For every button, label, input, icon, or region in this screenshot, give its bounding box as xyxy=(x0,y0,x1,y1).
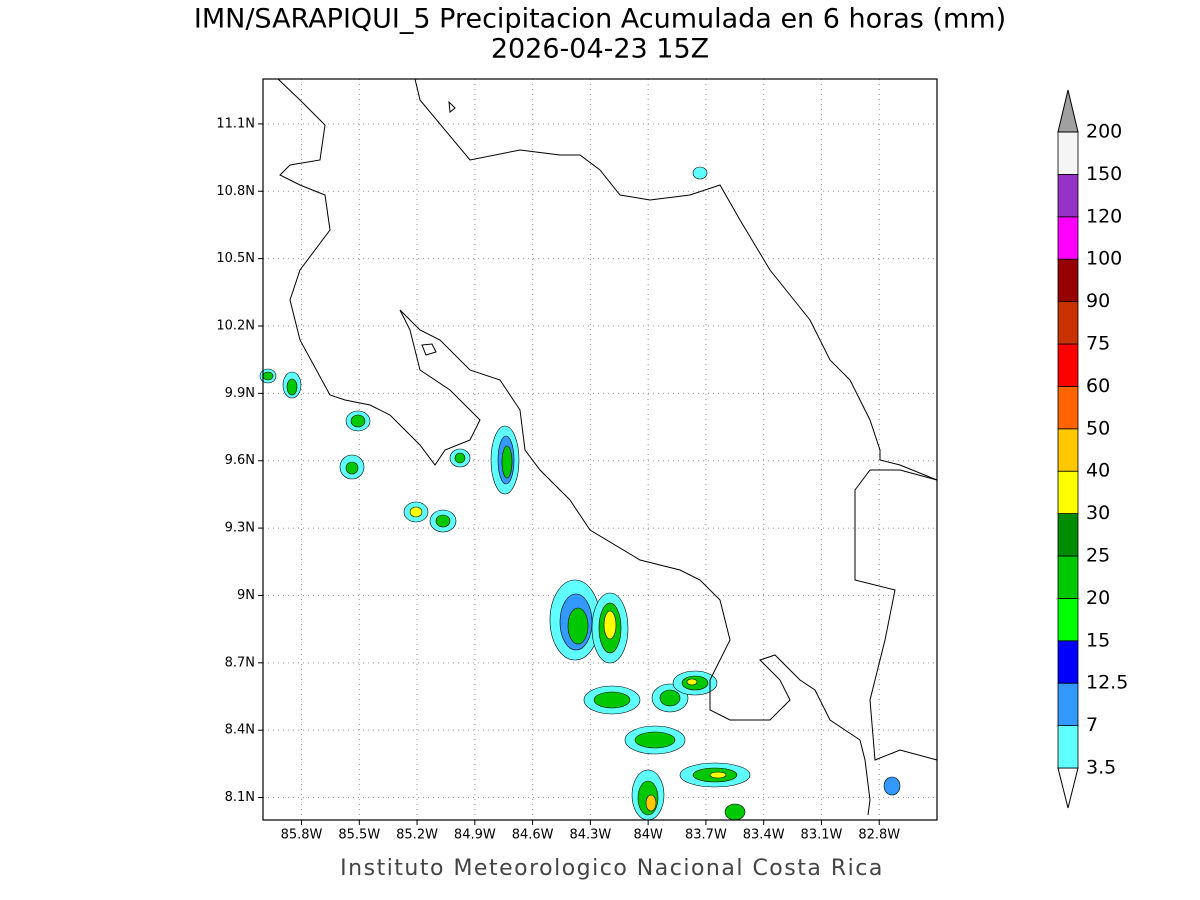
colorbar-box xyxy=(1057,513,1079,557)
title: IMN/SARAPIQUI_5 Precipitacion Acumulada … xyxy=(194,4,1006,35)
colorbar-box xyxy=(1057,470,1079,515)
y-tick-label: 9.9N xyxy=(225,386,255,401)
colorbar-arrow xyxy=(1057,89,1079,133)
x-tick-label: 85.8W xyxy=(281,828,323,843)
colorbar-label: 150 xyxy=(1086,163,1122,185)
y-tick-label: 8.1N xyxy=(225,790,255,805)
colorbar: 3.5 7 12.5 15 20 25 30 40 50 60 75 90 100 120 150 200 xyxy=(1057,89,1128,809)
y-tick-label: 10.8N xyxy=(216,184,255,199)
colorbar-box xyxy=(1057,385,1079,430)
precipitation xyxy=(259,166,901,821)
colorbar-label: 120 xyxy=(1086,205,1122,227)
x-tick-label: 84.9W xyxy=(454,828,496,843)
colorbar-label: 7 xyxy=(1086,714,1098,736)
y-tick-label: 10.2N xyxy=(216,319,255,334)
colorbar-label: 20 xyxy=(1086,587,1110,609)
colorbar-box xyxy=(1057,216,1079,260)
x-tick-label: 83.7W xyxy=(685,828,727,843)
colorbar-arrow xyxy=(1057,767,1079,809)
colorbar-box xyxy=(1057,640,1079,684)
colorbar-label: 40 xyxy=(1086,460,1110,482)
colorbar-label: 30 xyxy=(1086,502,1110,524)
y-tick-label: 11.1N xyxy=(216,116,255,131)
colorbar-label: 50 xyxy=(1086,417,1110,439)
colorbar-label: 200 xyxy=(1086,121,1122,143)
colorbar-box xyxy=(1057,428,1079,472)
subtitle: 2026-04-23 15Z xyxy=(491,34,709,65)
colorbar-box xyxy=(1057,682,1079,727)
colorbar-label: 12.5 xyxy=(1086,672,1128,694)
y-tick-label: 10.5N xyxy=(216,251,255,266)
grid: 85.8W 85.5W 85.2W 84.9W 84.6W 84.3W 84W 83.7W 83… xyxy=(216,79,937,843)
y-tick-label: 9N xyxy=(237,588,255,603)
colorbar-box xyxy=(1057,343,1079,387)
colorbar-box xyxy=(1057,598,1079,642)
x-tick-label: 83.1W xyxy=(801,828,843,843)
colorbar-box xyxy=(1057,555,1079,599)
colorbar-label: 3.5 xyxy=(1086,757,1116,779)
x-tick-label: 85.5W xyxy=(338,828,380,843)
y-tick-label: 8.7N xyxy=(225,655,255,670)
colorbar-label: 60 xyxy=(1086,375,1110,397)
y-tick-label: 9.3N xyxy=(225,521,255,536)
colorbar-label: 90 xyxy=(1086,290,1110,312)
x-tick-label: 83.4W xyxy=(743,828,785,843)
coastline xyxy=(277,78,938,816)
colorbar-box xyxy=(1057,173,1079,218)
colorbar-label: 25 xyxy=(1086,545,1110,567)
colorbar-box xyxy=(1057,301,1079,345)
x-tick-label: 84.3W xyxy=(569,828,611,843)
colorbar-box xyxy=(1057,131,1079,175)
x-tick-label: 82.8W xyxy=(858,828,900,843)
colorbar-label: 75 xyxy=(1086,333,1110,355)
x-tick-label: 85.2W xyxy=(396,828,438,843)
y-tick-label: 9.6N xyxy=(225,453,255,468)
map-frame xyxy=(262,78,938,821)
colorbar-box xyxy=(1057,725,1079,769)
colorbar-label: 15 xyxy=(1086,629,1110,651)
colorbar-label: 100 xyxy=(1086,248,1122,270)
x-tick-label: 84.6W xyxy=(512,828,554,843)
colorbar-box xyxy=(1057,258,1079,303)
footer: Instituto Meteorologico Nacional Costa R… xyxy=(340,856,884,881)
x-tick-label: 84W xyxy=(633,828,663,843)
y-tick-label: 8.4N xyxy=(225,723,255,738)
